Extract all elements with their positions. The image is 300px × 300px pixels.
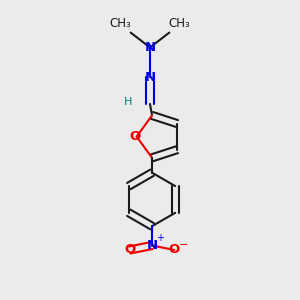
Text: N: N [144,71,156,84]
Text: O: O [130,130,141,143]
Text: O: O [124,244,135,256]
Text: −: − [178,240,188,250]
Text: N: N [146,239,158,252]
Text: N: N [144,41,156,54]
Text: CH₃: CH₃ [110,17,131,30]
Text: +: + [156,233,164,243]
Text: O: O [169,244,180,256]
Text: CH₃: CH₃ [169,17,190,30]
Text: H: H [124,97,132,106]
